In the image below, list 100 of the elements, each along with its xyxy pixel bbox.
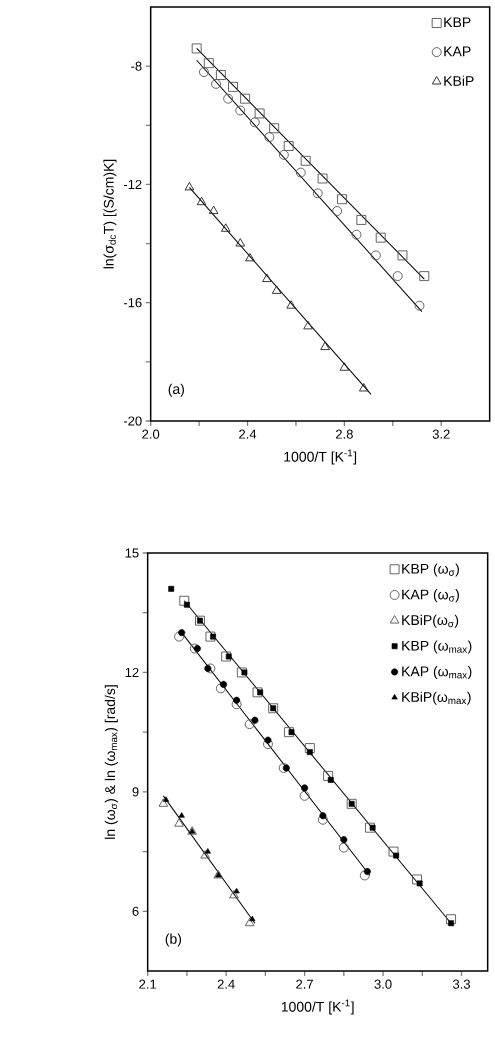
point [209, 205, 219, 214]
point [184, 601, 190, 608]
point [252, 687, 263, 698]
point [228, 81, 239, 92]
point [200, 850, 211, 859]
point [221, 651, 232, 662]
point [319, 812, 327, 820]
point [178, 812, 185, 818]
legend-label: KAP (ω$_{max}$) [402, 666, 472, 680]
point [254, 108, 265, 119]
point [339, 842, 349, 853]
point [359, 383, 369, 392]
y-tick-label: -8 [131, 61, 142, 71]
point [328, 777, 334, 783]
point [221, 223, 231, 232]
point [251, 716, 259, 724]
x-axis-title: 1000/T [K$^{-1}$] [281, 999, 354, 1015]
legend-label: KBiP(ω$_{max}$) [402, 691, 471, 705]
legend-label: KBiP(ω$_{σ}$) [402, 614, 459, 628]
y-tick-label: 12 [125, 667, 139, 677]
x-tick-label: 2.1 [139, 979, 157, 989]
point [178, 629, 186, 637]
point [226, 653, 232, 660]
point [288, 729, 295, 736]
point [205, 631, 216, 642]
point [168, 585, 175, 592]
point [300, 155, 311, 166]
point [340, 836, 348, 844]
point [158, 798, 169, 807]
point [264, 736, 272, 744]
legend-label: KBP (ω$_{σ}$) [402, 563, 460, 577]
point [249, 915, 256, 922]
annotation: (a) [168, 383, 185, 397]
point [371, 250, 381, 261]
point [446, 914, 457, 925]
point [174, 818, 184, 827]
point [414, 300, 425, 311]
point [245, 917, 255, 927]
x-axis-title: 1000/T [K$^{-1}$] [284, 449, 357, 465]
point [241, 669, 248, 676]
point [244, 719, 255, 730]
x-tick-label: 2.7 [296, 979, 314, 989]
x-tick-label: 2.8 [336, 429, 354, 439]
point [286, 300, 297, 309]
point [320, 341, 330, 351]
point [264, 132, 275, 143]
x-tick-label: 3.2 [432, 429, 450, 439]
point [323, 770, 334, 781]
point [393, 852, 400, 859]
point [283, 141, 294, 151]
point [229, 889, 239, 899]
point [220, 680, 228, 688]
legend-label: KBP [444, 17, 471, 28]
point [199, 67, 210, 78]
y-axis-title: ln (ω$_{σ}$) & ln (ω$_{max}$) [rad/s] [104, 685, 118, 839]
point [307, 749, 313, 755]
y-tick-label: -16 [124, 298, 142, 308]
point [369, 824, 376, 831]
point [365, 822, 376, 833]
point [282, 764, 290, 772]
point [237, 667, 247, 678]
y-tick-label: 9 [132, 787, 139, 797]
point [284, 727, 295, 738]
x-tick-label: 2.4 [217, 979, 235, 989]
x-tick-label: 2.4 [239, 429, 257, 439]
point [245, 252, 255, 262]
point [312, 188, 323, 199]
point [250, 117, 260, 128]
point [262, 273, 272, 283]
point [210, 633, 217, 640]
point [351, 229, 362, 240]
point [375, 232, 386, 243]
y-axis-title: ln(σ$_{dc}$T) [(S/cm)K] [103, 159, 117, 269]
point [179, 595, 190, 606]
point [211, 78, 222, 89]
legend-label: KBP (ω$_{max}$) [402, 640, 472, 654]
x-tick-label: 3.0 [374, 979, 392, 989]
point [332, 206, 343, 216]
y-tick-label: -20 [124, 416, 142, 426]
point [191, 43, 202, 54]
point [235, 105, 246, 116]
y-tick-label: 15 [125, 548, 139, 558]
point [194, 645, 202, 653]
point [163, 796, 170, 802]
point [419, 271, 430, 282]
point [203, 58, 214, 69]
point [257, 689, 264, 696]
point [235, 238, 246, 247]
point [184, 181, 195, 191]
point [233, 696, 241, 704]
point [339, 362, 350, 371]
point [392, 271, 403, 282]
point [301, 784, 309, 792]
point [356, 214, 367, 225]
x-tick-label: 3.3 [453, 979, 471, 989]
y-tick-label: 6 [132, 906, 139, 916]
point [269, 123, 280, 134]
point [299, 790, 310, 801]
point [223, 93, 234, 104]
point [296, 167, 306, 178]
